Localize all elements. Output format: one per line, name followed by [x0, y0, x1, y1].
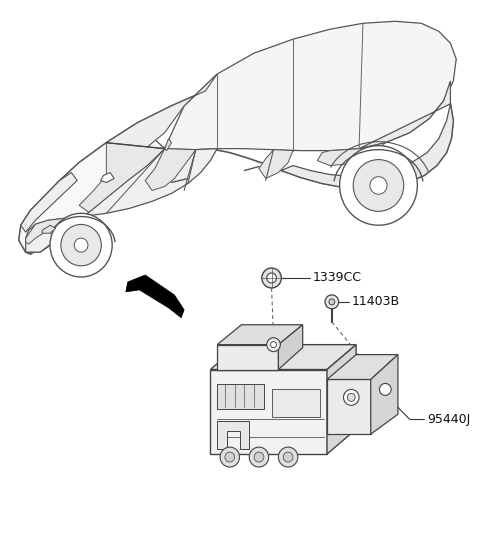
Circle shape: [380, 383, 391, 395]
Polygon shape: [26, 219, 74, 244]
Polygon shape: [272, 389, 320, 417]
Circle shape: [225, 452, 235, 462]
Circle shape: [348, 394, 355, 401]
Circle shape: [325, 295, 339, 309]
Polygon shape: [217, 325, 303, 345]
Circle shape: [74, 238, 88, 252]
Polygon shape: [19, 53, 453, 254]
Circle shape: [344, 389, 359, 405]
Polygon shape: [278, 325, 303, 369]
Circle shape: [220, 447, 240, 467]
Polygon shape: [317, 143, 385, 166]
Polygon shape: [19, 123, 165, 252]
Text: 1339CC: 1339CC: [312, 272, 361, 284]
Polygon shape: [371, 355, 398, 434]
Polygon shape: [327, 379, 371, 434]
Circle shape: [50, 214, 112, 277]
Polygon shape: [210, 369, 327, 454]
Circle shape: [340, 145, 418, 225]
Polygon shape: [281, 81, 453, 188]
Polygon shape: [259, 150, 293, 178]
Polygon shape: [126, 275, 184, 318]
Text: 95440J: 95440J: [427, 413, 470, 426]
Circle shape: [262, 268, 281, 288]
Circle shape: [267, 273, 276, 283]
Circle shape: [254, 452, 264, 462]
Circle shape: [249, 447, 269, 467]
Polygon shape: [21, 172, 77, 232]
Circle shape: [353, 160, 404, 211]
Polygon shape: [26, 149, 217, 252]
Polygon shape: [210, 345, 356, 369]
Polygon shape: [107, 74, 217, 159]
Polygon shape: [165, 139, 171, 150]
Circle shape: [283, 452, 293, 462]
Polygon shape: [79, 143, 165, 212]
Polygon shape: [42, 225, 56, 233]
Polygon shape: [100, 172, 114, 182]
Polygon shape: [327, 345, 356, 454]
Polygon shape: [165, 21, 456, 150]
Circle shape: [278, 447, 298, 467]
Circle shape: [61, 225, 101, 266]
Polygon shape: [217, 345, 278, 369]
Circle shape: [271, 341, 276, 348]
Polygon shape: [327, 355, 398, 379]
Circle shape: [329, 299, 335, 305]
Circle shape: [267, 338, 280, 351]
Circle shape: [370, 177, 387, 194]
Polygon shape: [217, 421, 249, 449]
Polygon shape: [145, 149, 196, 191]
Polygon shape: [217, 384, 264, 410]
Text: 11403B: 11403B: [351, 295, 399, 309]
